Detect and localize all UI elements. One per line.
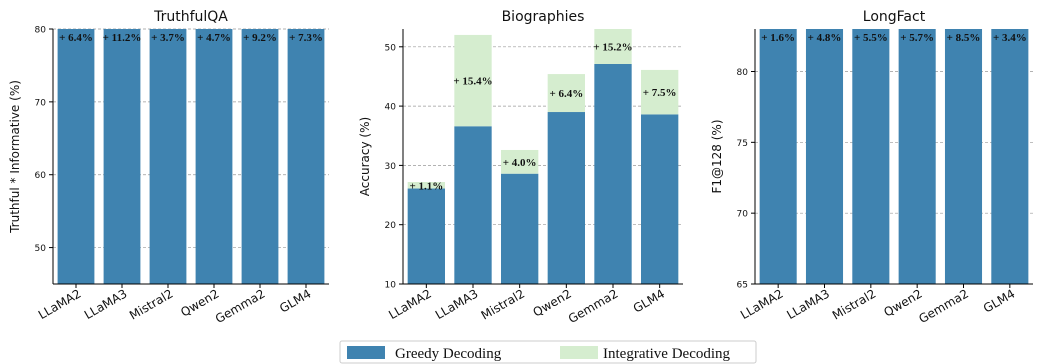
bar-segment [454,126,492,284]
value-label: + 15.2% [593,41,632,53]
legend-swatch [347,346,385,359]
y-tick-label: 30 [385,162,397,172]
bar-segment [898,29,936,284]
y-tick-label: 50 [35,244,47,254]
x-tick-label: Mistral2 [127,286,175,322]
bar-segment [103,29,141,284]
x-tick-label: Mistral2 [479,286,527,322]
x-tick-label: Gemma2 [213,286,268,326]
chart-title: LongFact [863,9,926,25]
value-label: + 5.5% [854,32,888,44]
y-tick-label: 65 [737,281,748,291]
x-tick-label: GLM4 [631,286,667,315]
plot-area [759,29,1029,284]
bar-segment [149,29,187,284]
bar-segment [641,114,679,284]
y-tick-label: 75 [737,139,748,149]
legend-label: Greedy Decoding [395,346,502,362]
y-axis-label: Truthful * Informative (%) [8,80,22,234]
bar-segment [501,173,539,284]
legend-swatch [560,346,598,359]
bar-segment [57,29,95,284]
x-tick-label: LLaMA3 [433,286,481,322]
bar-segment [805,29,844,284]
value-label: + 15.4% [453,76,492,88]
value-label: + 11.2% [103,32,142,44]
value-label: + 1.1% [409,180,443,192]
bar-segment [944,29,983,284]
x-tick-label: LLaMA3 [82,286,130,322]
x-tick-label: GLM4 [981,286,1017,315]
value-label: + 6.4% [549,88,583,100]
value-label: + 7.3% [289,32,323,44]
x-tick-label: LLaMA2 [738,286,786,322]
y-tick-label: 10 [385,281,397,291]
x-tick-label: LLaMA2 [386,286,434,322]
y-tick-label: 70 [35,98,47,108]
chart-title: Biographies [502,9,585,25]
x-tick-label: Mistral2 [830,286,878,322]
y-tick-label: 80 [737,68,749,78]
y-tick-label: 50 [385,43,397,53]
legend-label: Integrative Decoding [603,346,731,362]
plot-area [407,29,679,284]
y-tick-label: 60 [35,171,47,181]
plot-area [57,29,325,284]
value-label: + 7.5% [643,87,677,99]
value-label: + 5.7% [900,32,934,44]
bar-segment [547,112,585,284]
value-label: + 6.4% [59,32,93,44]
bar-segment [287,29,325,284]
bar-segment [407,188,445,284]
y-axis-label: F1@128 (%) [710,119,724,193]
y-tick-label: 20 [385,221,397,231]
y-tick-label: 80 [35,26,47,36]
bar-segment [759,29,797,284]
x-tick-label: LLaMA2 [36,286,84,322]
y-tick-label: 70 [737,210,749,220]
bar-segment [594,29,632,64]
value-label: + 4.8% [808,32,842,44]
value-label: + 4.0% [503,157,537,169]
value-label: + 3.4% [993,32,1027,44]
bar-segment [241,29,279,284]
bar-segment [195,29,233,284]
y-axis-label: Accuracy (%) [358,117,372,196]
value-label: + 4.7% [197,32,231,44]
value-label: + 9.2% [243,32,277,44]
bar-segment [852,29,890,284]
bar-segment [991,29,1029,284]
chart-title: TruthfulQA [153,9,228,25]
bar-segment [501,149,539,174]
bar-segment [547,74,585,113]
x-tick-label: Gemma2 [916,286,971,326]
value-label: + 3.7% [151,32,185,44]
bar-segment [641,69,679,115]
x-tick-label: LLaMA3 [784,286,832,322]
value-label: + 1.6% [761,32,795,44]
y-tick-label: 40 [385,103,397,113]
value-label: + 8.5% [947,32,981,44]
bar-segment [594,63,632,284]
bar-segment [454,34,492,127]
bar-segment [407,182,445,189]
legend-box [339,340,757,364]
x-tick-label: Gemma2 [566,286,621,326]
x-tick-label: GLM4 [277,286,313,315]
